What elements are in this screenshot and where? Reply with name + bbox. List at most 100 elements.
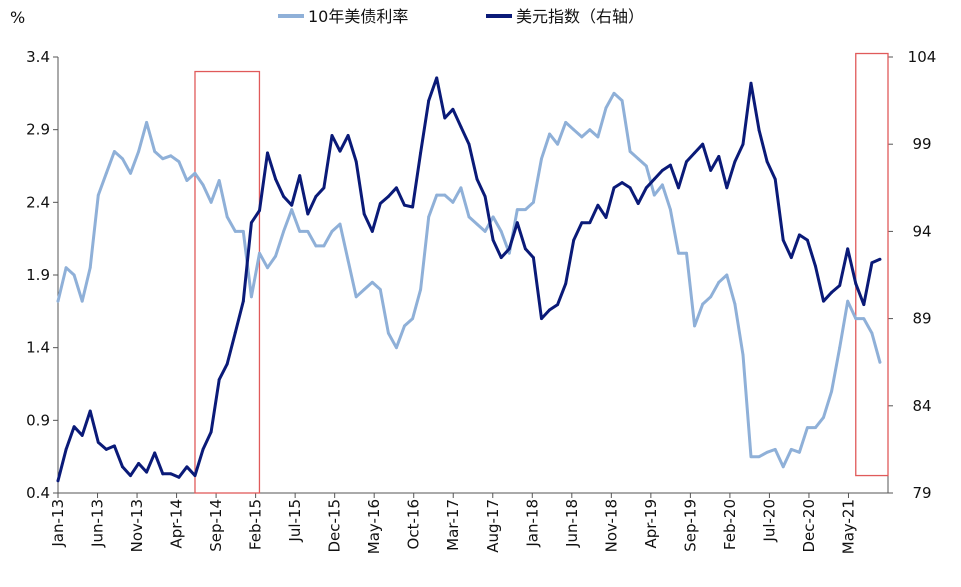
data-point	[161, 157, 165, 161]
left-axis-tick-label: 0.9	[26, 411, 50, 429]
data-point	[612, 186, 616, 190]
x-axis-tick-label: Dec-15	[326, 499, 344, 553]
data-point	[113, 444, 116, 448]
data-point	[532, 256, 535, 259]
data-point	[491, 238, 495, 242]
data-point	[249, 221, 253, 225]
left-axis-tick-label: 1.9	[26, 266, 50, 284]
data-point	[129, 474, 132, 477]
x-axis-tick-label: Apr-14	[168, 499, 186, 549]
data-point	[177, 475, 181, 479]
data-point	[322, 186, 326, 190]
data-point	[322, 244, 326, 248]
data-point	[612, 91, 616, 95]
data-point	[677, 186, 680, 190]
series-treasury-yield	[56, 91, 882, 469]
x-axis-tick-label: Jul-15	[286, 499, 304, 543]
data-point	[741, 353, 745, 357]
data-point	[145, 470, 149, 474]
data-point	[846, 299, 850, 303]
data-point	[475, 222, 479, 226]
data-point	[636, 202, 640, 205]
data-point	[395, 186, 398, 190]
data-point	[217, 378, 221, 382]
data-point	[338, 222, 342, 226]
data-point	[169, 154, 173, 158]
data-point	[225, 362, 229, 366]
data-point	[72, 273, 76, 277]
data-point	[330, 230, 334, 233]
data-point	[72, 425, 76, 429]
data-point	[96, 193, 100, 197]
data-point	[523, 208, 527, 212]
data-point	[209, 200, 213, 204]
data-point	[749, 81, 753, 85]
data-point	[169, 472, 173, 476]
x-axis-tick-label: Sep-14	[207, 499, 225, 552]
data-point	[693, 324, 697, 328]
data-point	[306, 230, 310, 233]
legend-item: 美元指数（右轴）	[486, 7, 644, 26]
x-axis-tick-label: Feb-20	[721, 499, 739, 550]
right-axis-tick-label: 99	[912, 135, 931, 153]
data-point	[483, 195, 487, 198]
data-point	[733, 302, 737, 306]
data-point	[717, 280, 721, 284]
data-point	[249, 295, 253, 299]
x-axis-tick-label: Nov-18	[602, 499, 620, 552]
data-point	[96, 441, 100, 444]
data-point	[233, 331, 237, 334]
data-point	[660, 168, 664, 172]
x-axis-tick-label: Feb-15	[247, 499, 265, 550]
data-point	[507, 251, 511, 255]
data-point	[88, 409, 92, 413]
data-point	[830, 389, 833, 393]
data-point	[290, 208, 294, 212]
data-point	[838, 284, 842, 287]
x-axis-tick-label: Aug-17	[484, 499, 502, 553]
data-point	[258, 251, 261, 255]
x-axis-tick-label: Jan-18	[523, 499, 541, 548]
data-point	[56, 479, 60, 483]
data-point	[789, 448, 793, 451]
data-point	[644, 164, 648, 168]
data-point	[781, 465, 785, 469]
data-point	[757, 128, 761, 132]
data-point	[362, 288, 366, 291]
data-point	[878, 360, 882, 364]
data-point	[459, 186, 463, 190]
x-axis-tick-label: Oct-16	[405, 499, 423, 549]
data-point	[346, 134, 350, 137]
data-point	[88, 266, 92, 270]
right-axis-tick-label: 104	[908, 48, 937, 66]
data-point	[233, 230, 237, 233]
data-point	[854, 282, 858, 286]
data-point	[395, 346, 398, 350]
x-axis-tick-label: Nov-13	[128, 499, 146, 552]
data-point	[765, 450, 769, 454]
x-axis-tick-label: May-16	[365, 499, 383, 554]
data-point	[806, 238, 809, 242]
data-point	[282, 230, 286, 233]
data-point	[677, 251, 680, 255]
data-point	[523, 247, 527, 251]
legend-item: 10年美债利率	[278, 7, 408, 26]
data-point	[773, 448, 777, 451]
highlight-box	[855, 52, 889, 477]
data-point	[604, 106, 608, 110]
data-point	[685, 160, 688, 164]
data-point	[266, 151, 269, 155]
data-point	[290, 203, 294, 207]
data-point	[499, 230, 503, 233]
data-point	[781, 238, 785, 242]
data-point	[386, 331, 390, 335]
data-point	[491, 215, 495, 219]
data-point	[64, 266, 68, 270]
series-line	[56, 76, 882, 483]
data-point	[137, 461, 140, 465]
data-point	[604, 216, 608, 219]
data-point	[314, 244, 318, 248]
data-point	[870, 331, 874, 335]
data-point	[806, 426, 809, 429]
left-axis-tick-label: 2.9	[26, 121, 50, 139]
